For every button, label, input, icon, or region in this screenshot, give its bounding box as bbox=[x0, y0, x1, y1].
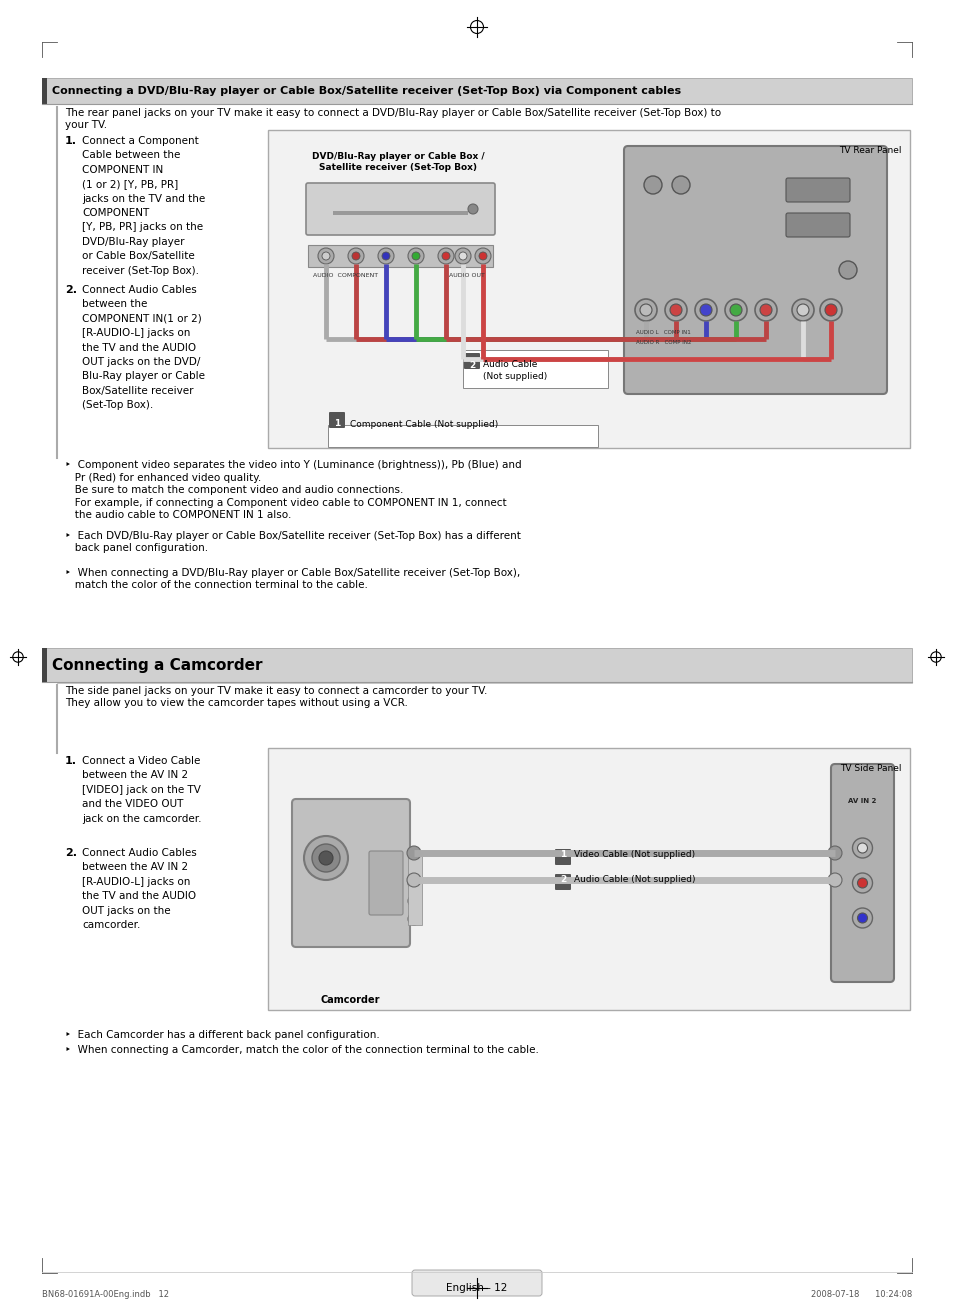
Circle shape bbox=[852, 907, 872, 928]
Circle shape bbox=[695, 299, 717, 321]
Circle shape bbox=[760, 304, 771, 316]
Text: 2.: 2. bbox=[65, 848, 77, 857]
Circle shape bbox=[407, 846, 420, 860]
Circle shape bbox=[724, 299, 746, 321]
FancyBboxPatch shape bbox=[306, 183, 495, 235]
Text: ‣  Each DVD/Blu-Ray player or Cable Box/Satellite receiver (Set-Top Box) has a d: ‣ Each DVD/Blu-Ray player or Cable Box/S… bbox=[65, 530, 520, 540]
Text: AUDIO OUT: AUDIO OUT bbox=[449, 274, 484, 277]
Circle shape bbox=[441, 252, 450, 260]
Text: Pr (Red) for enhanced video quality.: Pr (Red) for enhanced video quality. bbox=[65, 472, 261, 483]
Circle shape bbox=[700, 304, 711, 316]
Circle shape bbox=[791, 299, 813, 321]
Text: 1.: 1. bbox=[65, 135, 77, 146]
Text: TV Side Panel: TV Side Panel bbox=[840, 764, 901, 773]
FancyBboxPatch shape bbox=[555, 849, 571, 865]
Text: Audio Cable: Audio Cable bbox=[482, 360, 537, 370]
Bar bbox=[328, 425, 598, 447]
Circle shape bbox=[827, 873, 841, 888]
Bar bbox=[308, 245, 493, 267]
FancyBboxPatch shape bbox=[623, 146, 886, 394]
FancyBboxPatch shape bbox=[463, 352, 479, 370]
Circle shape bbox=[468, 204, 477, 214]
Text: They allow you to view the camcorder tapes without using a VCR.: They allow you to view the camcorder tap… bbox=[65, 698, 408, 707]
Bar bbox=[268, 130, 909, 448]
Text: DVD/Blu-Ray player or Cable Box /: DVD/Blu-Ray player or Cable Box / bbox=[312, 153, 484, 160]
Text: Component Cable (Not supplied): Component Cable (Not supplied) bbox=[350, 419, 497, 429]
Text: Connect Audio Cables
between the
COMPONENT IN(1 or 2)
[R-AUDIO-L] jacks on
the T: Connect Audio Cables between the COMPONE… bbox=[82, 285, 205, 410]
Text: (Not supplied): (Not supplied) bbox=[482, 372, 547, 381]
Text: your TV.: your TV. bbox=[65, 120, 107, 130]
Bar bbox=[42, 648, 911, 682]
FancyBboxPatch shape bbox=[292, 800, 410, 947]
Circle shape bbox=[437, 249, 454, 264]
Circle shape bbox=[754, 299, 776, 321]
FancyBboxPatch shape bbox=[369, 851, 402, 915]
Bar bbox=[42, 78, 911, 104]
Text: AUDIO  COMPONENT: AUDIO COMPONENT bbox=[313, 274, 377, 277]
Text: the audio cable to COMPONENT IN 1 also.: the audio cable to COMPONENT IN 1 also. bbox=[65, 510, 291, 519]
Circle shape bbox=[458, 252, 467, 260]
Text: ‣  Component video separates the video into Y (Luminance (brightness)), Pb (Blue: ‣ Component video separates the video in… bbox=[65, 460, 521, 469]
Text: TV Rear Panel: TV Rear Panel bbox=[839, 146, 901, 155]
Text: Satellite receiver (Set-Top Box): Satellite receiver (Set-Top Box) bbox=[318, 163, 476, 172]
Circle shape bbox=[408, 913, 419, 924]
Circle shape bbox=[312, 844, 339, 872]
Text: The rear panel jacks on your TV make it easy to connect a DVD/Blu-Ray player or : The rear panel jacks on your TV make it … bbox=[65, 108, 720, 118]
Circle shape bbox=[322, 252, 330, 260]
FancyBboxPatch shape bbox=[555, 874, 571, 890]
Circle shape bbox=[411, 898, 416, 903]
Text: ‣  Each Camcorder has a different back panel configuration.: ‣ Each Camcorder has a different back pa… bbox=[65, 1030, 379, 1040]
Circle shape bbox=[475, 249, 491, 264]
Text: 2: 2 bbox=[559, 874, 565, 884]
Circle shape bbox=[857, 843, 866, 853]
Text: Connecting a Camcorder: Connecting a Camcorder bbox=[52, 658, 262, 672]
Text: 1: 1 bbox=[559, 849, 565, 859]
Circle shape bbox=[827, 846, 841, 860]
Circle shape bbox=[411, 917, 416, 922]
Circle shape bbox=[407, 873, 420, 888]
Circle shape bbox=[857, 878, 866, 888]
Bar bbox=[333, 210, 468, 214]
Text: AUDIO L   COMP IN1: AUDIO L COMP IN1 bbox=[636, 330, 690, 335]
Bar bbox=[42, 78, 47, 104]
Circle shape bbox=[408, 249, 423, 264]
Circle shape bbox=[318, 851, 333, 865]
Circle shape bbox=[852, 838, 872, 857]
Text: AUDIO R   COMP IN2: AUDIO R COMP IN2 bbox=[636, 341, 691, 345]
Text: 1: 1 bbox=[334, 419, 340, 427]
Text: Video Cable (Not supplied): Video Cable (Not supplied) bbox=[574, 849, 695, 859]
Circle shape bbox=[381, 252, 390, 260]
Bar bbox=[268, 748, 909, 1010]
Circle shape bbox=[377, 249, 394, 264]
Text: AV IN 2: AV IN 2 bbox=[847, 798, 876, 803]
Text: The side panel jacks on your TV make it easy to connect a camcorder to your TV.: The side panel jacks on your TV make it … bbox=[65, 686, 487, 696]
Text: ‣  When connecting a DVD/Blu-Ray player or Cable Box/Satellite receiver (Set-Top: ‣ When connecting a DVD/Blu-Ray player o… bbox=[65, 568, 519, 577]
Text: match the color of the connection terminal to the cable.: match the color of the connection termin… bbox=[65, 580, 368, 590]
Circle shape bbox=[796, 304, 808, 316]
Text: 2008-07-18      10:24:08: 2008-07-18 10:24:08 bbox=[810, 1290, 911, 1299]
Text: back panel configuration.: back panel configuration. bbox=[65, 543, 208, 554]
Text: Audio Cable (Not supplied): Audio Cable (Not supplied) bbox=[574, 874, 695, 884]
Text: English - 12: English - 12 bbox=[446, 1283, 507, 1293]
Circle shape bbox=[348, 249, 364, 264]
Bar bbox=[42, 648, 47, 682]
Circle shape bbox=[671, 176, 689, 195]
Circle shape bbox=[824, 304, 836, 316]
Circle shape bbox=[317, 249, 334, 264]
Circle shape bbox=[408, 896, 419, 907]
Circle shape bbox=[455, 249, 471, 264]
Circle shape bbox=[478, 252, 486, 260]
Bar bbox=[408, 855, 421, 924]
Circle shape bbox=[857, 913, 866, 923]
Circle shape bbox=[664, 299, 686, 321]
Circle shape bbox=[852, 873, 872, 893]
Circle shape bbox=[643, 176, 661, 195]
Text: Connecting a DVD/Blu-Ray player or Cable Box/Satellite receiver (Set-Top Box) vi: Connecting a DVD/Blu-Ray player or Cable… bbox=[52, 85, 680, 96]
Text: 2: 2 bbox=[468, 362, 475, 370]
Circle shape bbox=[412, 252, 419, 260]
Circle shape bbox=[411, 880, 416, 886]
Circle shape bbox=[838, 260, 856, 279]
Text: 2.: 2. bbox=[65, 285, 77, 295]
FancyBboxPatch shape bbox=[785, 213, 849, 237]
FancyBboxPatch shape bbox=[785, 178, 849, 203]
